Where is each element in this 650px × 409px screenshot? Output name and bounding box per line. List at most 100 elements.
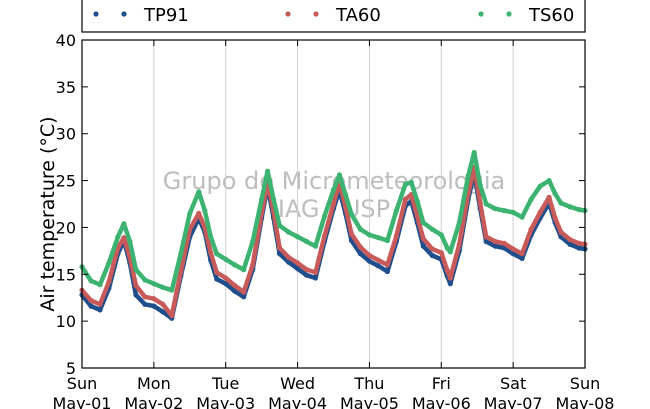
data-point xyxy=(151,303,157,309)
data-point xyxy=(271,196,277,202)
y-tick-labels: 5 10 15 20 25 30 35 40 xyxy=(56,31,76,378)
legend-item-tp91: TP91 xyxy=(93,5,189,26)
y-tick-label: 30 xyxy=(56,125,76,144)
x-tick-label-day: Thu xyxy=(353,374,384,393)
x-tick-label-day: Tue xyxy=(211,374,239,393)
data-point xyxy=(336,172,343,178)
data-point xyxy=(304,238,310,245)
data-point xyxy=(528,226,534,232)
legend-items: TP91 TA60 TS60 xyxy=(93,5,574,26)
legend-item-ts60: TS60 xyxy=(478,5,574,26)
legend-label: TP91 xyxy=(143,5,189,26)
data-point xyxy=(483,201,489,207)
data-point xyxy=(295,260,301,266)
legend-marker xyxy=(93,11,99,17)
data-point xyxy=(304,267,310,273)
y-tick-label: 25 xyxy=(56,172,76,191)
data-point xyxy=(295,266,301,272)
data-point xyxy=(208,250,214,256)
legend-marker xyxy=(478,11,484,17)
data-point xyxy=(501,240,507,246)
data-point xyxy=(546,178,552,184)
data-point xyxy=(265,168,271,174)
data-point xyxy=(510,246,516,252)
data-point xyxy=(88,278,94,284)
x-tick-label-date: May-08 xyxy=(556,394,615,409)
data-point xyxy=(375,263,381,269)
data-point xyxy=(546,194,552,200)
data-point xyxy=(202,208,208,214)
data-point xyxy=(438,250,444,256)
data-point xyxy=(492,206,498,212)
x-tick-label-date: May-05 xyxy=(340,394,399,409)
data-point xyxy=(444,245,450,251)
data-point xyxy=(330,201,337,207)
data-point xyxy=(330,187,337,193)
data-point xyxy=(357,251,363,257)
data-point xyxy=(312,243,319,249)
data-point xyxy=(151,281,157,287)
data-point xyxy=(402,181,408,187)
data-point xyxy=(106,279,112,285)
data-point xyxy=(366,232,372,238)
legend-frame xyxy=(81,0,586,33)
data-point xyxy=(196,210,202,216)
data-point xyxy=(357,226,363,232)
data-point xyxy=(106,260,112,266)
legend-marker xyxy=(121,11,127,17)
data-point xyxy=(277,245,283,251)
data-point xyxy=(348,211,355,217)
x-tick-label-date: May-01 xyxy=(53,394,112,409)
data-point xyxy=(429,252,435,259)
data-point xyxy=(214,276,220,282)
data-point xyxy=(187,210,193,216)
x-tick-label-date: May-03 xyxy=(196,394,255,409)
data-point xyxy=(393,233,399,239)
data-point xyxy=(510,251,516,257)
data-point xyxy=(196,189,202,195)
x-tick-label-date: May-06 xyxy=(412,394,471,409)
data-point xyxy=(127,238,133,245)
legend-label: TS60 xyxy=(528,5,574,26)
y-axis-label: Air temperature (°C) xyxy=(37,116,59,311)
data-point xyxy=(402,196,408,202)
legend-marker xyxy=(313,11,319,17)
data-point xyxy=(304,272,310,278)
data-point xyxy=(312,269,319,275)
data-point xyxy=(208,234,214,240)
data-point xyxy=(286,254,292,260)
data-point xyxy=(510,209,516,215)
data-point xyxy=(429,226,435,232)
data-point xyxy=(384,268,390,275)
data-point xyxy=(151,296,157,302)
data-point xyxy=(501,208,507,214)
x-tick-label-date: May-02 xyxy=(124,394,183,409)
x-tick-label-day: Wed xyxy=(280,374,315,393)
series-ts60 xyxy=(79,149,588,293)
data-point xyxy=(492,243,498,249)
data-point xyxy=(142,301,148,307)
data-point xyxy=(97,301,103,307)
data-point xyxy=(576,240,582,246)
data-point xyxy=(384,237,390,244)
data-point xyxy=(375,235,381,241)
data-point xyxy=(277,223,283,229)
data-point xyxy=(429,246,435,252)
data-point xyxy=(97,282,103,288)
data-point xyxy=(121,221,127,227)
legend-label: TA60 xyxy=(335,5,381,26)
data-point xyxy=(537,209,543,215)
data-point xyxy=(558,200,564,206)
data-point xyxy=(133,267,139,273)
data-point xyxy=(576,245,582,251)
data-point xyxy=(232,282,238,289)
data-point xyxy=(444,267,450,274)
data-point xyxy=(241,289,247,295)
data-point xyxy=(366,252,372,259)
data-point xyxy=(438,232,444,238)
y-tick-label: 10 xyxy=(56,312,76,331)
data-point xyxy=(160,284,166,290)
data-point xyxy=(414,198,420,204)
data-point xyxy=(88,303,94,309)
data-point xyxy=(321,233,328,239)
